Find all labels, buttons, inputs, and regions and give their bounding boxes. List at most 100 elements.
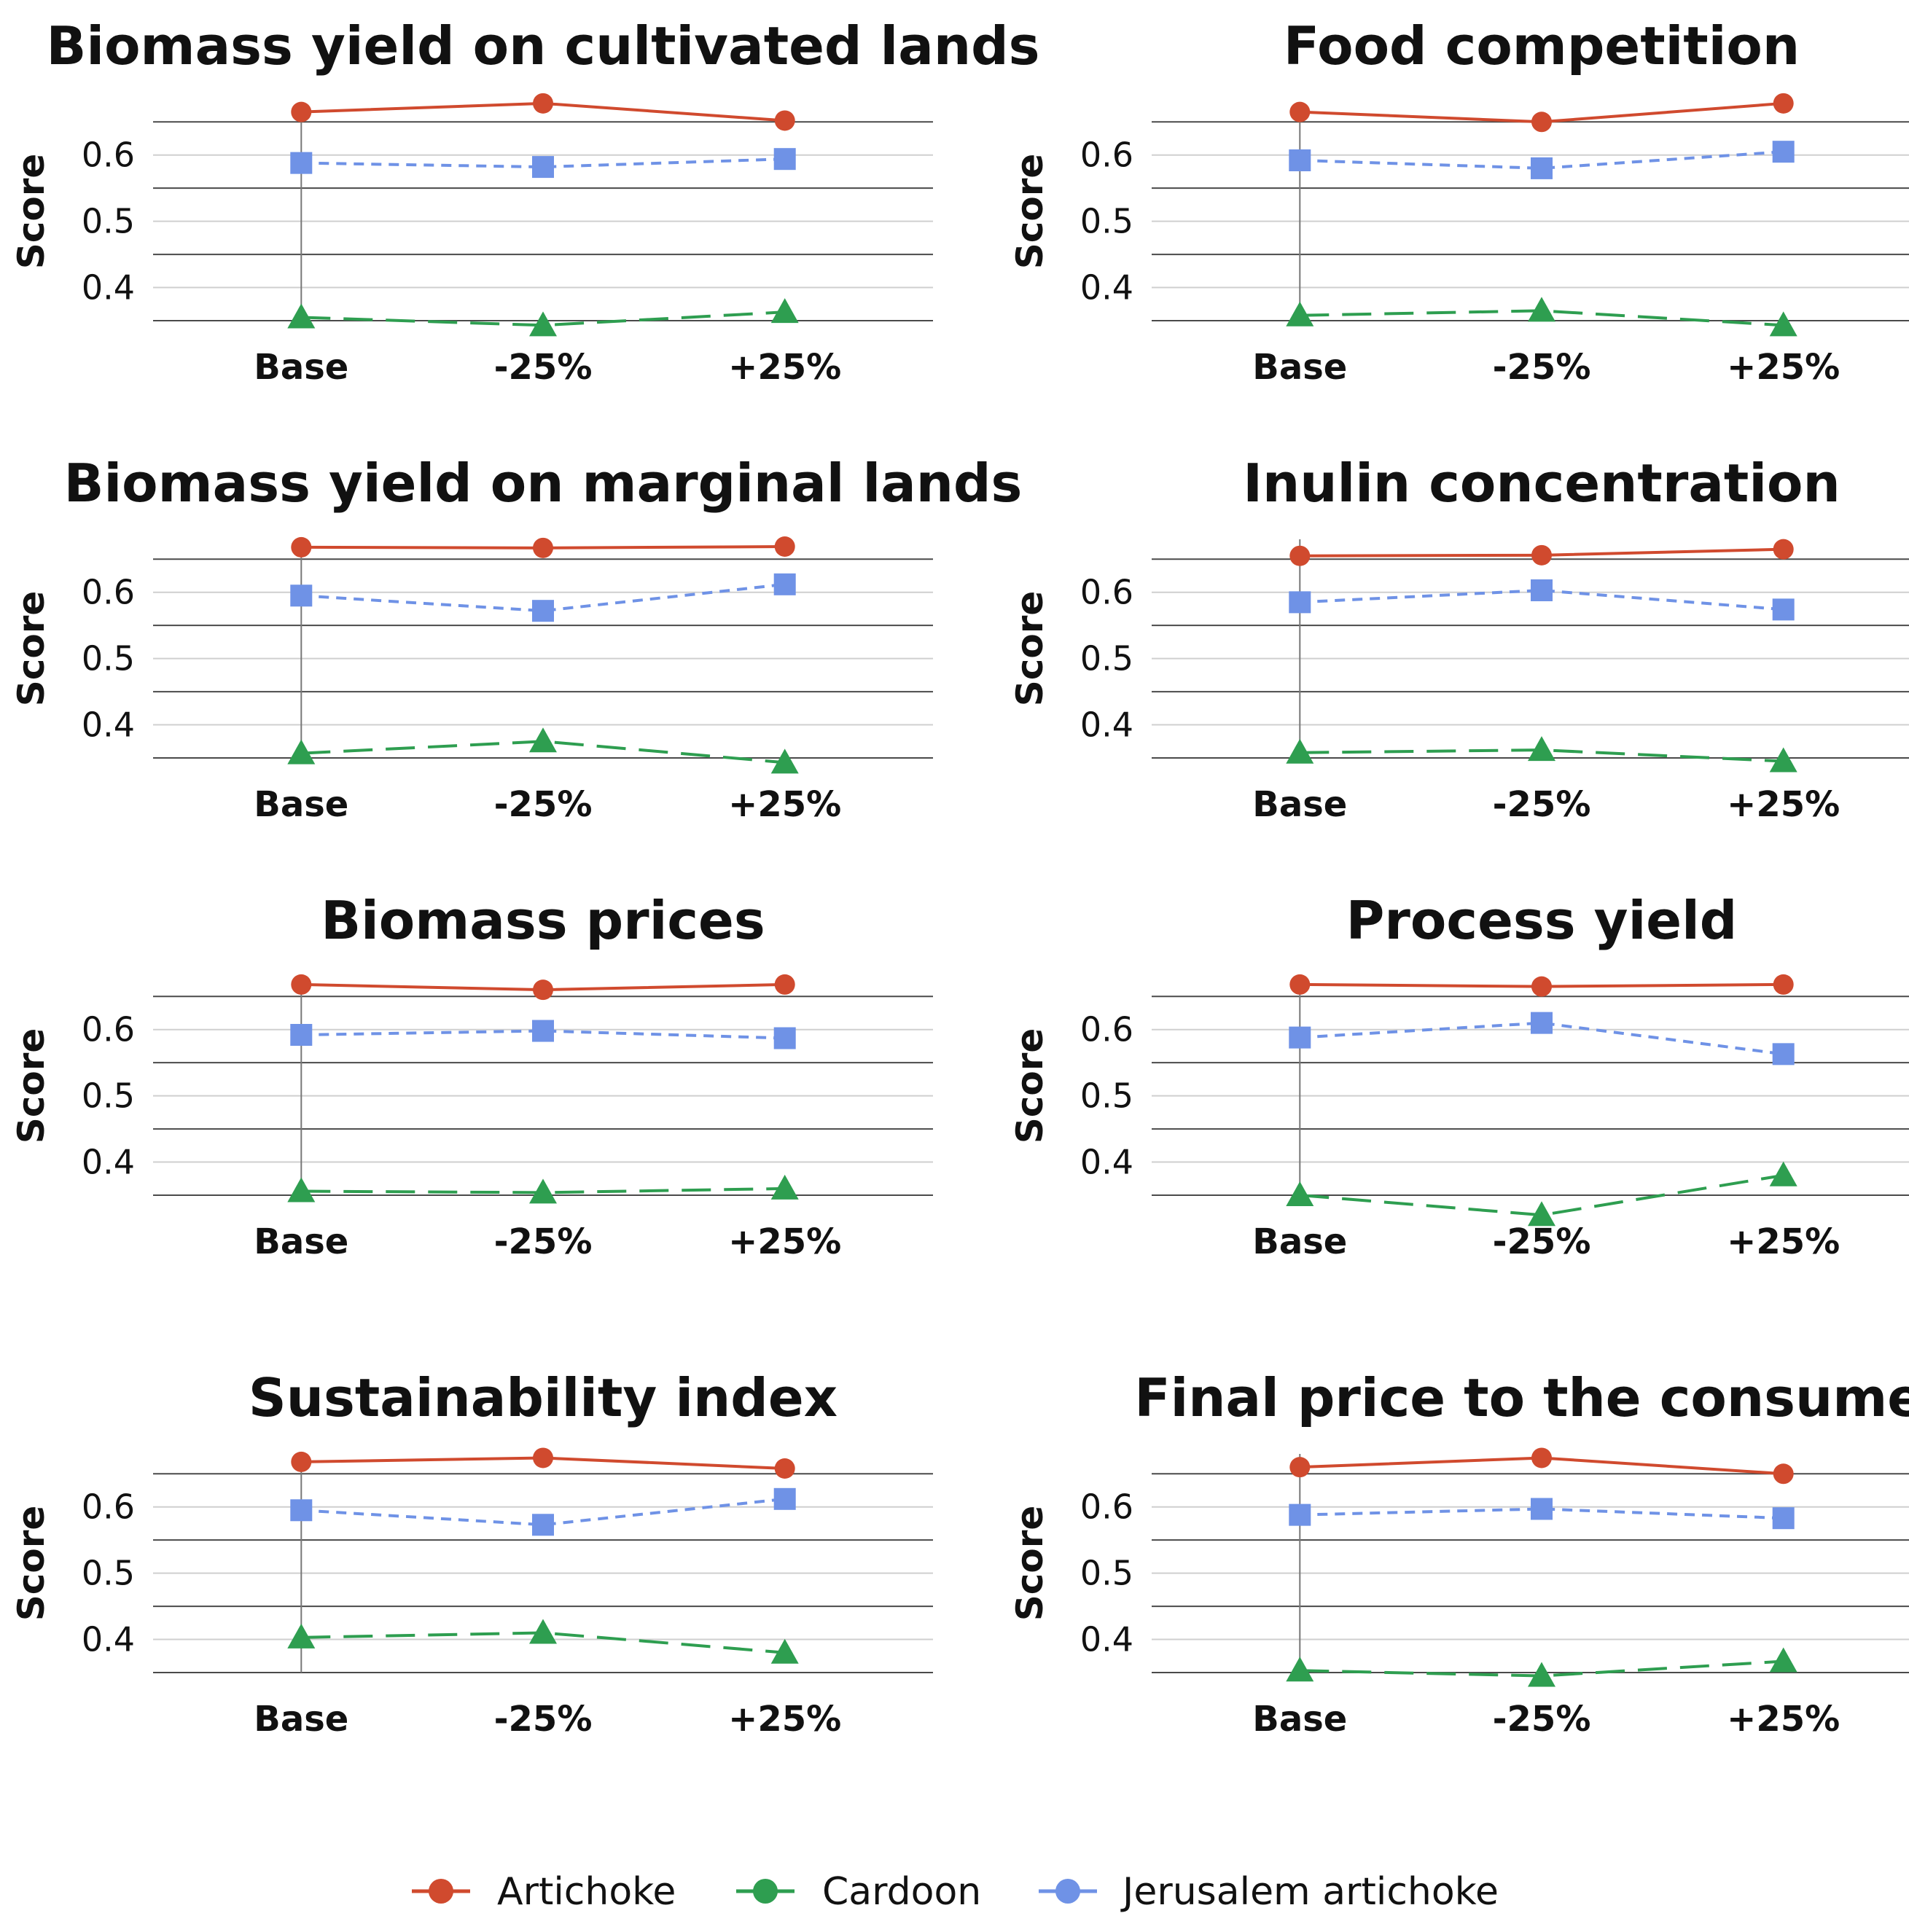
y-axis-title: Score [1009,591,1051,707]
chart-title: Process yield [1346,890,1738,951]
series-line-jerusalem-artichoke [1300,588,1784,611]
data-point-jerusalem-artichoke [1772,1043,1795,1065]
data-point-jerusalem-artichoke [1289,1503,1311,1526]
series-artichoke [1289,93,1794,133]
data-point-artichoke [1531,1447,1552,1468]
x-tick-label: +25% [728,1221,841,1262]
y-tick-label: 0.5 [1080,1554,1133,1593]
data-point-artichoke [533,979,553,1001]
data-point-artichoke [291,101,312,122]
y-axis-title: Score [10,1028,52,1144]
x-tick-label: Base [254,784,348,825]
series-line-cardoon [1300,748,1784,763]
data-point-cardoon [1528,1662,1555,1687]
x-tick-label: -25% [1493,1221,1591,1262]
chart-title: Biomass yield on marginal lands [64,453,1023,514]
x-tick-label: Base [254,1221,348,1262]
series-cardoon [1286,297,1797,337]
legend-label-artichoke: Artichoke [497,1870,676,1914]
data-point-cardoon [770,1174,799,1200]
legend-item-jerusalem-artichoke: Jerusalem artichoke [1039,1870,1499,1914]
data-point-cardoon [529,1619,557,1644]
series-line-jerusalem-artichoke [301,157,785,169]
x-tick-label: -25% [494,1221,593,1262]
series-cardoon [1286,1161,1797,1227]
data-point-cardoon [1528,1201,1555,1227]
data-point-cardoon [529,727,557,753]
series-artichoke [291,1447,795,1479]
x-tick-label: Base [254,1699,348,1740]
y-axis-title: Score [10,154,52,270]
data-point-artichoke [1531,112,1552,133]
data-point-cardoon [1286,301,1314,326]
chart-title: Inulin concentration [1243,453,1840,514]
data-point-jerusalem-artichoke [532,600,554,622]
chart-panel: Biomass prices 0.4 0.5 0.6 Score Base -25% +25% [10,890,933,1262]
y-axis-title: Score [10,591,52,707]
x-tick-label: -25% [1493,1699,1591,1740]
data-point-jerusalem-artichoke [1531,1012,1553,1034]
data-point-artichoke [774,974,795,995]
data-point-jerusalem-artichoke [1772,1507,1795,1530]
data-point-cardoon [1769,311,1797,337]
y-tick-label: 0.5 [82,1076,135,1116]
series-line-cardoon [301,1631,785,1654]
data-point-jerusalem-artichoke [1531,579,1553,601]
y-tick-label: 0.6 [82,1487,135,1527]
y-tick-label: 0.6 [82,136,135,175]
chart-panel: Sustainability index 0.4 0.5 0.6 Score Base -2… [10,1367,933,1740]
data-point-cardoon [1528,297,1555,322]
x-tick-label: -25% [1493,347,1591,388]
chart-title: Sustainability index [249,1367,838,1428]
series-jerusalem-artichoke [1289,141,1795,179]
chart-title: Food competition [1284,15,1800,77]
legend-label-cardoon: Cardoon [822,1870,981,1914]
series-artichoke [291,93,795,131]
series-line-jerusalem-artichoke [1300,150,1784,170]
x-tick-label: Base [1252,1699,1347,1740]
series-line-cardoon [1300,1659,1784,1678]
data-point-cardoon [529,1178,557,1204]
series-artichoke [1289,1447,1794,1485]
series-jerusalem-artichoke [290,1020,796,1049]
y-tick-label: 0.6 [1080,1487,1133,1527]
data-point-cardoon [287,1177,316,1202]
y-tick-label: 0.5 [1080,1076,1133,1116]
data-point-jerusalem-artichoke [290,1024,313,1046]
series-line-jerusalem-artichoke [301,1497,785,1527]
series-artichoke [1289,974,1794,997]
data-point-artichoke [1289,101,1311,122]
data-point-cardoon [1286,738,1314,764]
chart-panel: Food competition 0.4 0.5 0.6 Score Base -25% +2… [1009,15,1909,388]
data-point-jerusalem-artichoke [1531,157,1553,179]
data-point-cardoon [770,1638,799,1664]
data-point-jerusalem-artichoke [532,156,554,179]
y-tick-label: 0.5 [82,202,135,241]
series-line-jerusalem-artichoke [1300,1507,1784,1520]
data-point-jerusalem-artichoke [532,1514,554,1536]
series-cardoon [287,1619,799,1664]
series-cardoon [287,727,799,774]
data-point-jerusalem-artichoke [773,148,796,171]
data-point-artichoke [774,1458,795,1479]
series-line-jerusalem-artichoke [301,582,785,613]
legend: Artichoke Cardoon Jerusalem artichoke [412,1870,1499,1914]
x-tick-label: -25% [494,347,593,388]
series-line-jerusalem-artichoke [301,1029,785,1040]
y-tick-label: 0.4 [1080,268,1133,308]
data-point-artichoke [1773,1463,1794,1485]
data-point-artichoke [1773,93,1794,114]
legend-marker-cardoon [753,1879,778,1904]
legend-item-artichoke: Artichoke [412,1870,676,1914]
data-point-cardoon [287,1623,316,1649]
x-tick-label: +25% [1727,1699,1840,1740]
data-point-artichoke [291,536,312,558]
data-point-artichoke [533,1447,553,1468]
data-point-jerusalem-artichoke [773,1487,796,1510]
y-tick-label: 0.5 [82,639,135,678]
data-point-jerusalem-artichoke [1772,141,1795,163]
data-point-jerusalem-artichoke [1772,598,1795,621]
legend-marker-jerusalem-artichoke [1055,1879,1080,1904]
data-point-artichoke [1531,976,1552,997]
data-point-cardoon [287,303,316,329]
